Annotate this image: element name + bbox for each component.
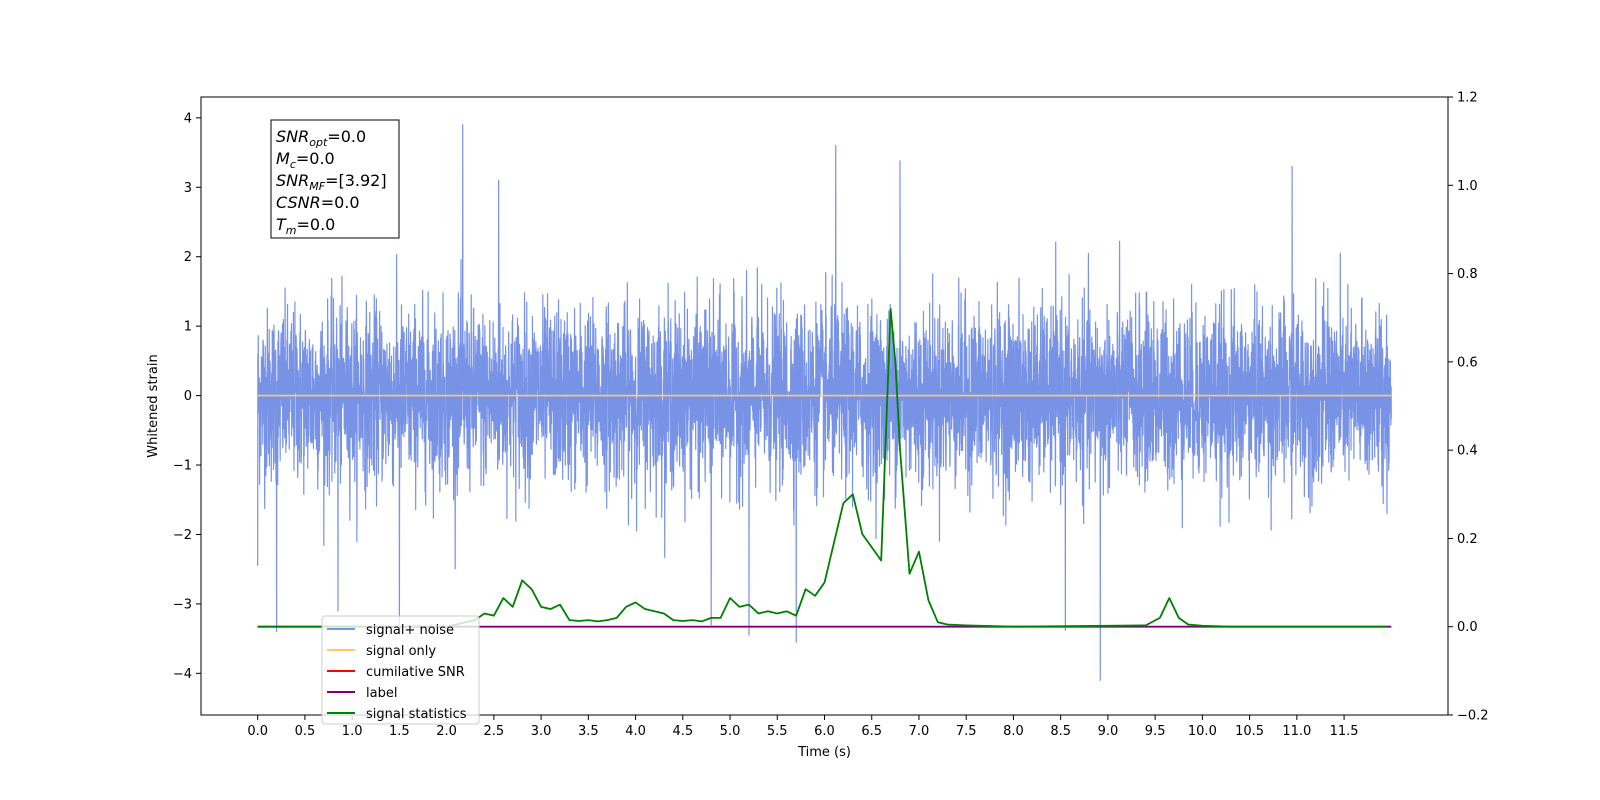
x-axis-ticks: 0.0 0.5 1.0 1.5 2.0 2.5 3.0 3.5 4.0 4.5 5.0 5.5 6.0 6… [247,715,1359,739]
x-tick-label: 8.5 [1050,724,1071,739]
y-right-tick-label: 0.2 [1457,532,1478,547]
annotation-line: SNRopt=0.0 [276,127,366,149]
x-tick-label: 8.0 [1003,724,1024,739]
y-right-tick-label: 0.6 [1457,355,1478,370]
y-right-tick-label: 0.0 [1457,620,1478,635]
noise-series-layer [257,124,1392,681]
x-tick-label: 3.0 [531,724,552,739]
y-axis-label: Whitened strain [146,354,161,457]
series-signal-noise-line [257,124,1392,681]
y-axis-left-ticks: −4 −3 −2 −1 0 1 2 3 4 [173,111,201,682]
x-tick-label: 10.0 [1188,724,1217,739]
legend-entry-label: signal+ noise [366,623,454,638]
x-tick-label: 1.5 [389,724,410,739]
x-tick-label: 5.5 [767,724,788,739]
legend: signal+ noise signal only cumilative SNR la… [321,615,480,725]
x-tick-label: 4.0 [625,724,646,739]
y-right-tick-label: 0.8 [1457,267,1478,282]
y-tick-label: −3 [173,597,192,612]
x-tick-label: 11.0 [1282,724,1311,739]
annotation-line: Mc=0.0 [276,149,335,171]
legend-entry-label: signal only [366,644,436,659]
y-tick-label: 4 [184,111,192,126]
y-axis-right-ticks: −0.2 0.0 0.2 0.4 0.6 0.8 1.0 1.2 [1448,91,1489,724]
x-tick-label: 0.5 [295,724,316,739]
x-tick-label: 2.0 [436,724,457,739]
annotation-line: CSNR=0.0 [276,193,360,212]
x-tick-label: 0.0 [247,724,268,739]
legend-entry-label: signal statistics [366,707,467,722]
annotation-line: SNRMF=[3.92] [276,171,387,193]
x-tick-label: 9.5 [1145,724,1166,739]
x-tick-label: 6.5 [861,724,882,739]
x-tick-label: 7.0 [909,724,930,739]
series-signal-statistics-line [257,307,1387,628]
legend-frame [321,615,480,725]
annotation-line: Tm=0.0 [276,215,335,237]
y-tick-label: −2 [173,528,192,543]
axes-layer: 0.0 0.5 1.0 1.5 2.0 2.5 3.0 3.5 4.0 4.5 5.0 5.5 6.0 6… [146,91,1489,761]
x-tick-label: 5.0 [720,724,741,739]
x-tick-label: 9.0 [1098,724,1119,739]
y-right-tick-label: 1.2 [1457,91,1478,106]
x-tick-label: 3.5 [578,724,599,739]
x-tick-label: 6.0 [814,724,835,739]
x-tick-label: 1.0 [342,724,363,739]
x-tick-label: 11.5 [1330,724,1359,739]
x-tick-label: 4.5 [672,724,693,739]
y-tick-label: 2 [184,250,192,265]
y-tick-label: −1 [173,459,192,474]
y-tick-label: −4 [173,667,192,682]
legend-entry-label: cumilative SNR [366,665,465,680]
y-right-tick-label: 1.0 [1457,179,1478,194]
annotation-frame [270,119,400,239]
y-tick-label: 0 [184,389,192,404]
y-right-tick-label: 0.4 [1457,444,1478,459]
x-tick-label: 7.5 [956,724,977,739]
y-right-tick-label: −0.2 [1457,709,1489,724]
x-axis-label: Time (s) [797,745,851,760]
legend-entry-label: label [366,686,397,701]
y-tick-label: 3 [184,181,192,196]
y-tick-label: 1 [184,320,192,335]
x-tick-label: 10.5 [1235,724,1264,739]
x-tick-label: 2.5 [484,724,505,739]
